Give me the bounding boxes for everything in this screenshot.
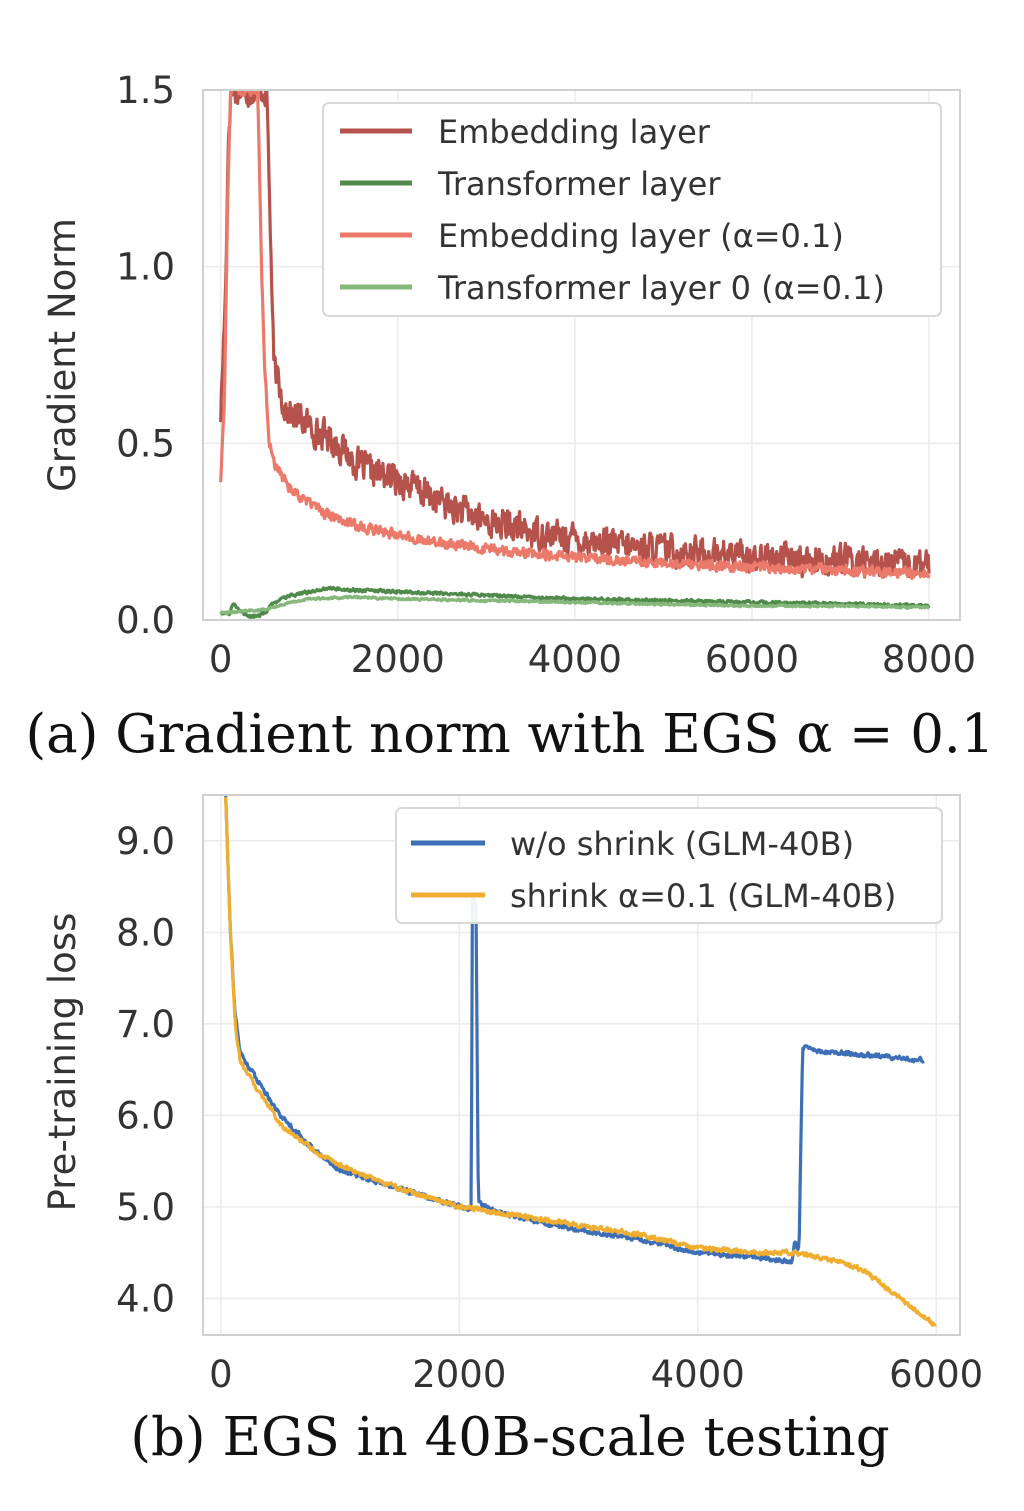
gradient-norm-y-tick-0-5: 0.5 [116, 422, 175, 465]
series-line-transformer-layer-0-0-1 [219, 594, 930, 615]
gradient-norm-x-tick-2000: 2000 [351, 638, 445, 681]
gradient-norm-plot-frame [202, 89, 961, 621]
pretraining-loss-y-axis-label: Pre-training loss [41, 913, 84, 1212]
gradient-norm-caption: (a) Gradient norm with EGS α = 0.1 [25, 704, 994, 765]
gradient-norm-x-tick-4000: 4000 [528, 638, 622, 681]
gradient-norm-ticks: 0 2000 4000 6000 8000 0.0 0.5 1.0 1.5 [116, 69, 976, 681]
pretraining-loss-y-tick-7: 7.0 [116, 1003, 175, 1046]
gradient-norm-y-tick-1-5: 1.5 [116, 69, 175, 112]
pretraining-loss-legend-box [395, 807, 943, 924]
gradient-norm-x-tick-0: 0 [209, 638, 233, 681]
gradient-norm-x-tick-8000: 8000 [882, 638, 976, 681]
pretraining-loss-caption: (b) EGS in 40B-scale testing [130, 1407, 889, 1468]
pretraining-loss-y-tick-4: 4.0 [116, 1277, 175, 1320]
series-line-shrink-0-1-glm-40b [224, 796, 937, 1327]
legend-label-transformer-layer: Transformer layer [437, 165, 721, 203]
pretraining-loss-legend: w/o shrink (GLM-40B) shrink α=0.1 (GLM-4… [395, 807, 943, 924]
gradient-norm-legend-box [322, 102, 942, 317]
legend-label-shrink-alpha: shrink α=0.1 (GLM-40B) [510, 877, 896, 915]
gradient-norm-y-tick-1: 1.0 [116, 246, 175, 289]
pretraining-loss-plot-frame [202, 794, 961, 1336]
pretraining-loss-x-tick-4000: 4000 [651, 1353, 745, 1396]
legend-label-wo-shrink: w/o shrink (GLM-40B) [510, 825, 854, 863]
legend-label-transformer-layer-0-alpha: Transformer layer 0 (α=0.1) [437, 269, 885, 307]
gradient-norm-series [219, 90, 931, 620]
legend-label-embedding-layer: Embedding layer [438, 113, 711, 151]
gradient-norm-x-tick-6000: 6000 [705, 638, 799, 681]
gradient-norm-legend: Embedding layer Transformer layer Embedd… [322, 102, 942, 317]
gradient-norm-y-axis-label: Gradient Norm [41, 218, 84, 492]
pretraining-loss-y-tick-9: 9.0 [116, 820, 175, 863]
pretraining-loss-y-tick-8: 8.0 [116, 911, 175, 954]
series-line-embedding-layer-0-1 [219, 90, 931, 581]
pretraining-loss-x-tick-2000: 2000 [412, 1353, 506, 1396]
pretraining-loss-ticks: 0 2000 4000 6000 4.0 5.0 6.0 7.0 8.0 9.0 [116, 820, 983, 1396]
legend-label-embedding-layer-alpha: Embedding layer (α=0.1) [438, 217, 844, 255]
pretraining-loss-x-tick-0: 0 [209, 1353, 233, 1396]
pretraining-loss-series [224, 795, 937, 1327]
series-line-w-o-shrink-glm-40b [224, 795, 925, 1265]
pretraining-loss-y-tick-6: 6.0 [116, 1094, 175, 1137]
pretraining-loss-chart: 0 2000 4000 6000 4.0 5.0 6.0 7.0 8.0 9.0 Pre-trai… [41, 794, 983, 1468]
pretraining-loss-x-tick-6000: 6000 [889, 1353, 983, 1396]
gradient-norm-chart: 0 2000 4000 6000 8000 0.0 0.5 1.0 1.5 Gradient N… [25, 69, 994, 765]
pretraining-loss-y-tick-5: 5.0 [116, 1186, 175, 1229]
series-line-embedding-layer [219, 90, 931, 579]
gradient-norm-y-tick-0: 0.0 [116, 599, 175, 642]
